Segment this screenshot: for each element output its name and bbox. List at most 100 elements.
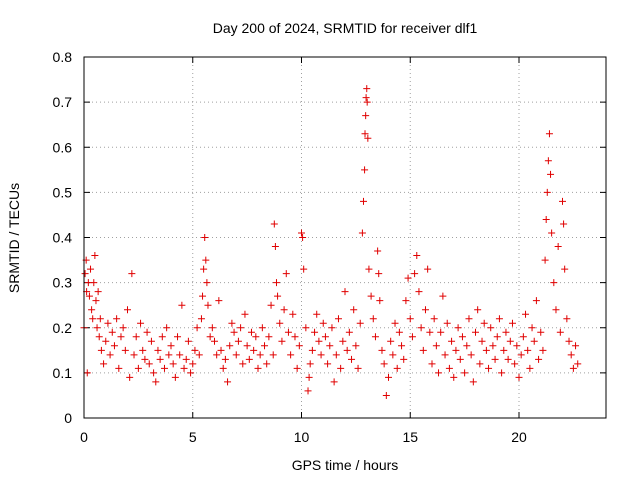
- data-point: [424, 265, 432, 273]
- data-point: [375, 270, 383, 278]
- data-point: [128, 270, 136, 278]
- data-point: [232, 351, 240, 359]
- data-point: [398, 342, 406, 350]
- data-point: [458, 333, 466, 341]
- data-point: [213, 351, 221, 359]
- data-point: [226, 342, 234, 350]
- y-tick-label: 0.7: [53, 94, 73, 110]
- data-point: [280, 306, 288, 314]
- data-point: [352, 342, 360, 350]
- data-point: [391, 319, 399, 327]
- data-point: [211, 337, 218, 345]
- data-point: [417, 324, 425, 332]
- y-tick-label: 0.2: [53, 320, 73, 336]
- data-point: [137, 319, 145, 327]
- data-point: [385, 373, 392, 381]
- data-point: [361, 166, 369, 174]
- data-point: [515, 373, 523, 381]
- data-point: [498, 369, 506, 377]
- x-tick-label: 20: [511, 429, 527, 445]
- data-point: [124, 306, 131, 314]
- data-point: [358, 229, 366, 237]
- data-point: [271, 243, 279, 251]
- data-point: [326, 342, 334, 350]
- data-point: [191, 346, 199, 354]
- data-point: [110, 342, 118, 350]
- data-point: [152, 378, 160, 386]
- data-point: [363, 98, 371, 106]
- data-point: [402, 297, 410, 305]
- data-point: [108, 328, 116, 336]
- data-point: [535, 355, 543, 363]
- data-point: [154, 346, 162, 354]
- y-tick-label: 0.3: [53, 275, 73, 291]
- data-point: [119, 324, 127, 332]
- data-point: [90, 279, 98, 287]
- data-point: [94, 288, 102, 296]
- data-point: [282, 270, 290, 278]
- data-point: [380, 360, 388, 368]
- data-point: [174, 333, 182, 341]
- data-point: [217, 346, 225, 354]
- data-point: [330, 378, 338, 386]
- data-point: [201, 234, 209, 241]
- data-point: [345, 328, 353, 336]
- data-point: [317, 351, 325, 359]
- data-point: [348, 355, 356, 363]
- data-point: [408, 333, 416, 341]
- data-point: [263, 360, 271, 368]
- data-point: [572, 342, 580, 350]
- data-point: [95, 333, 103, 341]
- data-point: [237, 324, 245, 332]
- data-point: [321, 333, 329, 341]
- data-point: [341, 288, 349, 296]
- data-point: [543, 188, 551, 196]
- data-point: [305, 373, 313, 381]
- data-point: [374, 247, 382, 255]
- data-point: [365, 265, 373, 273]
- data-point: [363, 85, 371, 93]
- data-point: [439, 292, 447, 300]
- data-point: [176, 351, 184, 359]
- data-point: [513, 342, 521, 350]
- data-point: [556, 328, 564, 336]
- data-point: [163, 324, 171, 332]
- data-point: [480, 319, 488, 327]
- data-point: [276, 319, 284, 327]
- data-point: [224, 378, 232, 386]
- data-point: [245, 355, 253, 363]
- plot-area-border: [83, 56, 607, 419]
- data-point: [230, 328, 238, 336]
- data-point: [542, 215, 550, 223]
- data-point: [432, 342, 440, 350]
- data-point: [502, 328, 510, 336]
- data-point: [506, 337, 514, 345]
- data-point: [362, 94, 370, 102]
- data-point: [195, 351, 203, 359]
- data-point: [269, 351, 277, 359]
- data-point: [415, 288, 423, 296]
- data-point: [311, 328, 319, 336]
- data-point: [315, 337, 323, 345]
- data-point: [97, 346, 105, 354]
- data-point: [304, 387, 312, 395]
- data-point: [437, 328, 445, 336]
- data-point: [474, 306, 482, 314]
- data-point: [150, 369, 158, 377]
- data-point: [180, 364, 188, 372]
- data-point: [96, 315, 104, 323]
- data-point: [550, 279, 558, 287]
- data-point: [567, 351, 575, 359]
- data-point: [85, 292, 93, 300]
- data-point: [254, 364, 262, 372]
- data-point: [382, 391, 390, 399]
- data-point: [554, 243, 562, 251]
- data-point: [489, 342, 497, 350]
- data-point: [500, 346, 508, 354]
- data-point: [139, 346, 147, 354]
- data-point: [476, 360, 484, 368]
- data-point: [389, 351, 397, 359]
- data-point: [530, 337, 538, 345]
- data-point: [295, 342, 303, 350]
- data-point: [544, 157, 552, 165]
